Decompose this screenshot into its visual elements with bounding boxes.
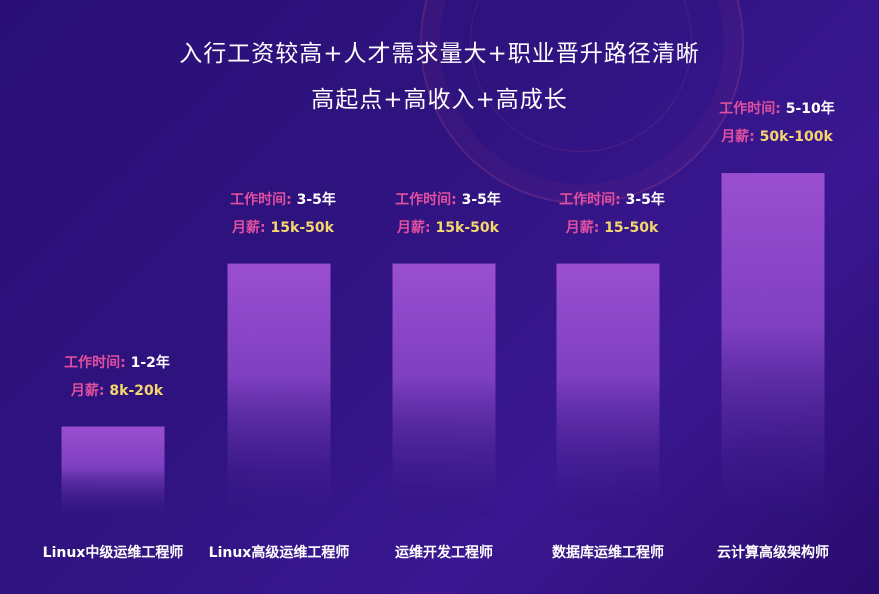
- salary-value-0: 8k-20k: [109, 382, 164, 399]
- work-time-value-3: 3-5年: [625, 191, 665, 208]
- work-time-annotation-4: 工作时间: 5-10年: [719, 98, 835, 118]
- category-label-4: 云计算高级架构师: [717, 545, 829, 561]
- bar-0: [61, 426, 165, 517]
- work-time-annotation-3: 工作时间: 3-5年: [559, 189, 665, 209]
- salary-annotation-3: 月薪: 15-50k: [566, 217, 659, 237]
- category-label-3: 数据库运维工程师: [552, 545, 664, 561]
- work-time-annotation-0: 工作时间: 1-2年: [64, 352, 170, 372]
- bar-2: [392, 263, 496, 517]
- salary-value-3: 15-50k: [604, 219, 659, 236]
- work-time-value-1: 3-5年: [296, 191, 336, 208]
- bar-3: [556, 263, 660, 517]
- salary-value-1: 15k-50k: [270, 219, 334, 236]
- salary-key-4: 月薪:: [721, 129, 760, 146]
- salary-key-3: 月薪:: [565, 219, 605, 236]
- bar-1: [227, 263, 331, 517]
- chart-title-line1: 入行工资较高+人才需求量大+职业晋升路径清晰: [179, 41, 700, 67]
- salary-annotation-2: 月薪: 15k-50k: [397, 217, 499, 237]
- work-time-key-4: 工作时间:: [719, 101, 786, 118]
- category-label-0: Linux中级运维工程师: [42, 545, 184, 561]
- bar-4: [721, 173, 825, 517]
- work-time-annotation-2: 工作时间: 3-5年: [395, 189, 501, 209]
- salary-annotation-4: 月薪: 50k-100k: [721, 126, 833, 146]
- work-time-key-3: 工作时间:: [559, 191, 626, 208]
- salary-key-2: 月薪:: [397, 219, 436, 236]
- category-label-1: Linux高级运维工程师: [208, 545, 350, 561]
- work-time-annotation-1: 工作时间: 3-5年: [230, 189, 336, 209]
- salary-value-2: 15k-50k: [435, 219, 499, 236]
- salary-key-1: 月薪:: [232, 219, 271, 236]
- salary-annotation-1: 月薪: 15k-50k: [232, 217, 334, 237]
- work-time-key-0: 工作时间:: [64, 354, 131, 371]
- salary-key-0: 月薪:: [70, 382, 110, 399]
- work-time-value-4: 5-10年: [785, 101, 835, 118]
- salary-annotation-0: 月薪: 8k-20k: [71, 380, 163, 400]
- work-time-value-0: 1-2年: [130, 354, 170, 371]
- chart-title-line2: 高起点+高收入+高成长: [311, 87, 568, 113]
- work-time-key-1: 工作时间:: [230, 191, 297, 208]
- category-label-2: 运维开发工程师: [395, 545, 493, 561]
- work-time-key-2: 工作时间:: [395, 191, 462, 208]
- work-time-value-2: 3-5年: [461, 191, 501, 208]
- salary-value-4: 50k-100k: [759, 129, 833, 146]
